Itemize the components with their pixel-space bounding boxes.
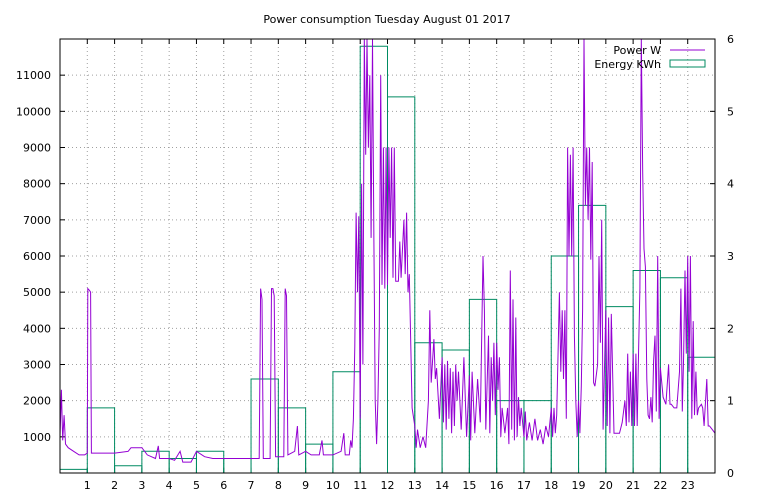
x-tick-label: 12 — [381, 479, 395, 492]
energy-bar — [387, 96, 416, 473]
chart-title: Power consumption Tuesday August 01 2017 — [263, 13, 510, 26]
y-tick-label: 2000 — [23, 395, 51, 408]
x-tick-label: 19 — [572, 479, 586, 492]
x-tick-label: 16 — [490, 479, 504, 492]
x-tick-label: 3 — [138, 479, 145, 492]
x-tick-label: 7 — [248, 479, 255, 492]
energy-bar — [59, 468, 88, 473]
y2-tick-label: 0 — [727, 467, 734, 480]
x-tick-label: 15 — [462, 479, 476, 492]
y-tick-label: 9000 — [23, 142, 51, 155]
x-tick-label: 2 — [111, 479, 118, 492]
y-tick-label: 4000 — [23, 322, 51, 335]
y-tick-label: 1000 — [23, 431, 51, 444]
power-series — [59, 38, 716, 463]
y2-tick-label: 5 — [727, 105, 734, 118]
energy-bar — [332, 371, 361, 473]
energy-bar — [223, 458, 252, 473]
energy-bar — [277, 407, 307, 473]
y-tick-label: 3000 — [23, 359, 51, 372]
legend-energy-swatch — [669, 59, 706, 68]
x-tick-label: 23 — [681, 479, 695, 492]
y2-tick-label: 3 — [727, 250, 734, 263]
y-tick-label: 5000 — [23, 286, 51, 299]
legend: Power W Energy KWh — [594, 44, 706, 71]
energy-bar — [305, 443, 334, 473]
y2-tick-label: 4 — [727, 178, 734, 191]
x-tick-label: 14 — [435, 479, 449, 492]
x-tick-label: 6 — [220, 479, 227, 492]
x-tick-label: 20 — [599, 479, 613, 492]
energy-bar — [141, 450, 170, 473]
x-tick-label: 22 — [653, 479, 667, 492]
x-tick-label: 5 — [193, 479, 200, 492]
legend-energy-label: Energy KWh — [594, 58, 661, 71]
y-tick-label: 8000 — [23, 178, 51, 191]
x-tick-label: 4 — [166, 479, 173, 492]
x-tick-label: 18 — [544, 479, 558, 492]
x-tick-label: 11 — [353, 479, 367, 492]
x-tick-label: 1 — [84, 479, 91, 492]
x-tick-label: 13 — [408, 479, 422, 492]
y-tick-label: 7000 — [23, 214, 51, 227]
x-tick-label: 21 — [626, 479, 640, 492]
power-line — [59, 38, 716, 463]
y-tick-label: 11000 — [16, 69, 51, 82]
y2-tick-label: 6 — [727, 33, 734, 46]
y2-tick-label: 1 — [727, 395, 734, 408]
y-tick-label: 6000 — [23, 250, 51, 263]
y-tick-label: 10000 — [16, 105, 51, 118]
y-axis-ticks: 1000 2000 3000 4000 5000 6000 7000 8000 9000 1000… — [16, 69, 65, 444]
x-tick-label: 10 — [326, 479, 340, 492]
y2-axis-ticks: 0 1 2 3 4 5 6 — [710, 33, 734, 480]
energy-bar — [114, 465, 143, 473]
x-tick-label: 17 — [517, 479, 531, 492]
y2-tick-label: 2 — [727, 322, 734, 335]
x-tick-label: 9 — [302, 479, 309, 492]
x-tick-label: 8 — [275, 479, 282, 492]
legend-power-label: Power W — [613, 44, 661, 57]
plot-border — [59, 38, 716, 474]
